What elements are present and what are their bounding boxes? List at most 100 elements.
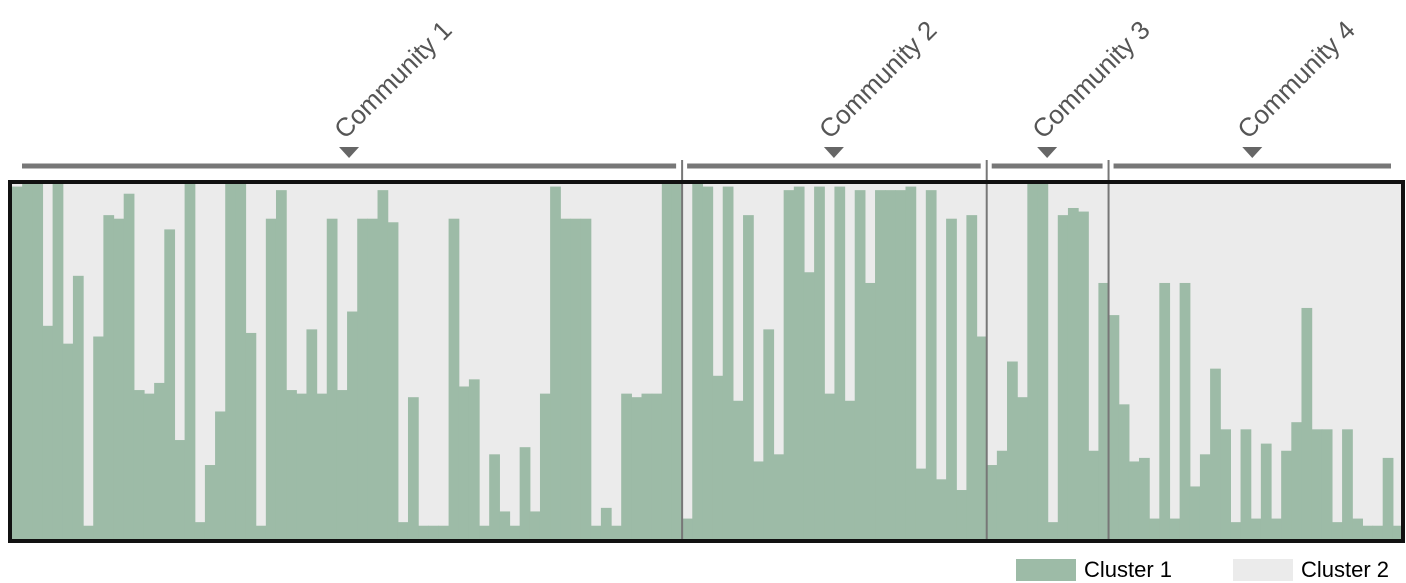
legend-label-cluster-1: Cluster 1 [1084, 557, 1173, 582]
bar-community-4-24 [1342, 429, 1353, 540]
bar-community-1-57 [580, 218, 592, 540]
bar-community-1-27 [275, 190, 287, 540]
bar-community-4-21 [1311, 429, 1323, 540]
bar-community-4-28 [1382, 457, 1394, 540]
bar-community-1-62 [631, 397, 643, 540]
bar-community-2-14 [814, 186, 825, 540]
bar-community-2-25 [925, 190, 937, 540]
bar-community-1-7 [72, 275, 84, 540]
bar-community-3-3 [1007, 361, 1018, 540]
legend-swatch-cluster-1 [1016, 559, 1076, 581]
bar-community-2-19 [864, 282, 876, 540]
bar-community-2-13 [803, 272, 815, 540]
bar-community-1-37 [377, 190, 389, 540]
bar-community-3-5 [1027, 183, 1039, 540]
bar-community-4-9 [1189, 486, 1201, 540]
bar-community-4-18 [1281, 450, 1292, 540]
bar-community-4-25 [1352, 518, 1363, 540]
bar-community-1-15 [154, 382, 165, 540]
community-marker-1 [339, 147, 360, 158]
bar-community-1-42 [428, 525, 440, 540]
bar-community-2-12 [793, 186, 805, 540]
bar-community-1-50 [509, 525, 521, 540]
bar-community-1-40 [407, 397, 419, 540]
bar-community-4-23 [1331, 522, 1343, 540]
bar-community-1-12 [123, 193, 135, 540]
bar-community-3-9 [1067, 207, 1079, 541]
bar-community-3-7 [1047, 522, 1059, 540]
bar-community-2-23 [905, 186, 917, 540]
bar-community-1-6 [62, 343, 74, 540]
bar-community-4-4 [1139, 457, 1150, 540]
bar-community-2-29 [966, 215, 978, 540]
bar-community-2-22 [895, 190, 907, 540]
bar-community-1-48 [489, 454, 500, 540]
bar-community-1-43 [438, 525, 450, 540]
bar-community-1-26 [265, 218, 277, 540]
bar-community-1-59 [600, 507, 612, 540]
community-marker-4 [1242, 147, 1263, 158]
bar-community-1-14 [143, 393, 155, 540]
bar-community-1-31 [316, 393, 328, 540]
bar-community-1-2 [22, 183, 33, 540]
bar-community-2-27 [946, 218, 957, 540]
bar-community-1-65 [661, 183, 673, 540]
bar-community-4-8 [1179, 282, 1191, 540]
bar-community-1-23 [235, 183, 247, 540]
bar-community-1-66 [671, 183, 683, 540]
bar-community-1-49 [499, 511, 511, 540]
bar-community-4-13 [1230, 522, 1242, 540]
bar-community-4-26 [1362, 525, 1374, 540]
bar-community-3-4 [1017, 397, 1028, 540]
bar-community-2-3 [702, 186, 714, 540]
bar-community-2-5 [722, 186, 734, 540]
bar-community-3-10 [1078, 211, 1089, 540]
bar-community-1-19 [194, 522, 206, 540]
bar-community-1-52 [529, 511, 541, 540]
bar-community-1-36 [367, 218, 379, 540]
bar-community-1-3 [32, 183, 44, 540]
bar-community-1-20 [204, 465, 216, 540]
bar-community-1-41 [418, 525, 429, 540]
community-label-1: Community 1 [328, 15, 458, 145]
bar-community-4-17 [1271, 518, 1282, 540]
community-marker-3 [1037, 147, 1058, 158]
bar-community-3-11 [1088, 450, 1099, 540]
bar-community-4-10 [1199, 454, 1211, 540]
bar-community-3-2 [996, 450, 1008, 540]
bar-community-1-21 [215, 411, 226, 540]
bar-community-4-20 [1301, 307, 1313, 540]
bar-community-2-28 [956, 490, 968, 540]
bar-community-2-7 [743, 215, 754, 540]
bar-community-4-2 [1118, 404, 1130, 540]
bar-community-1-28 [286, 390, 297, 540]
bar-community-4-19 [1291, 422, 1303, 540]
legend-item-cluster-1: Cluster 1 [1016, 558, 1172, 582]
bar-community-1-45 [458, 386, 470, 540]
bar-community-1-38 [387, 222, 399, 540]
bar-community-4-29 [1392, 525, 1404, 540]
bar-community-4-16 [1260, 443, 1272, 540]
bar-community-1-29 [296, 393, 308, 540]
bar-community-1-25 [255, 525, 267, 540]
bar-community-4-1 [1108, 315, 1120, 540]
bar-community-2-21 [885, 190, 896, 540]
bar-community-3-6 [1037, 183, 1049, 540]
bar-community-2-11 [783, 190, 795, 540]
bar-community-2-9 [763, 329, 775, 540]
bar-community-1-30 [306, 329, 318, 540]
bar-community-1-47 [479, 525, 490, 540]
bar-community-3-12 [1098, 282, 1110, 540]
bar-community-2-15 [824, 393, 836, 540]
community-label-2: Community 2 [813, 15, 943, 145]
bar-community-1-53 [539, 393, 551, 540]
bar-community-1-55 [560, 218, 572, 540]
bar-community-4-3 [1128, 461, 1140, 540]
bar-community-3-1 [986, 465, 998, 540]
bar-community-1-54 [550, 186, 561, 540]
bar-community-1-51 [519, 447, 531, 540]
bar-community-1-11 [113, 218, 125, 540]
bar-community-4-7 [1169, 518, 1181, 540]
bar-community-1-64 [651, 393, 663, 540]
